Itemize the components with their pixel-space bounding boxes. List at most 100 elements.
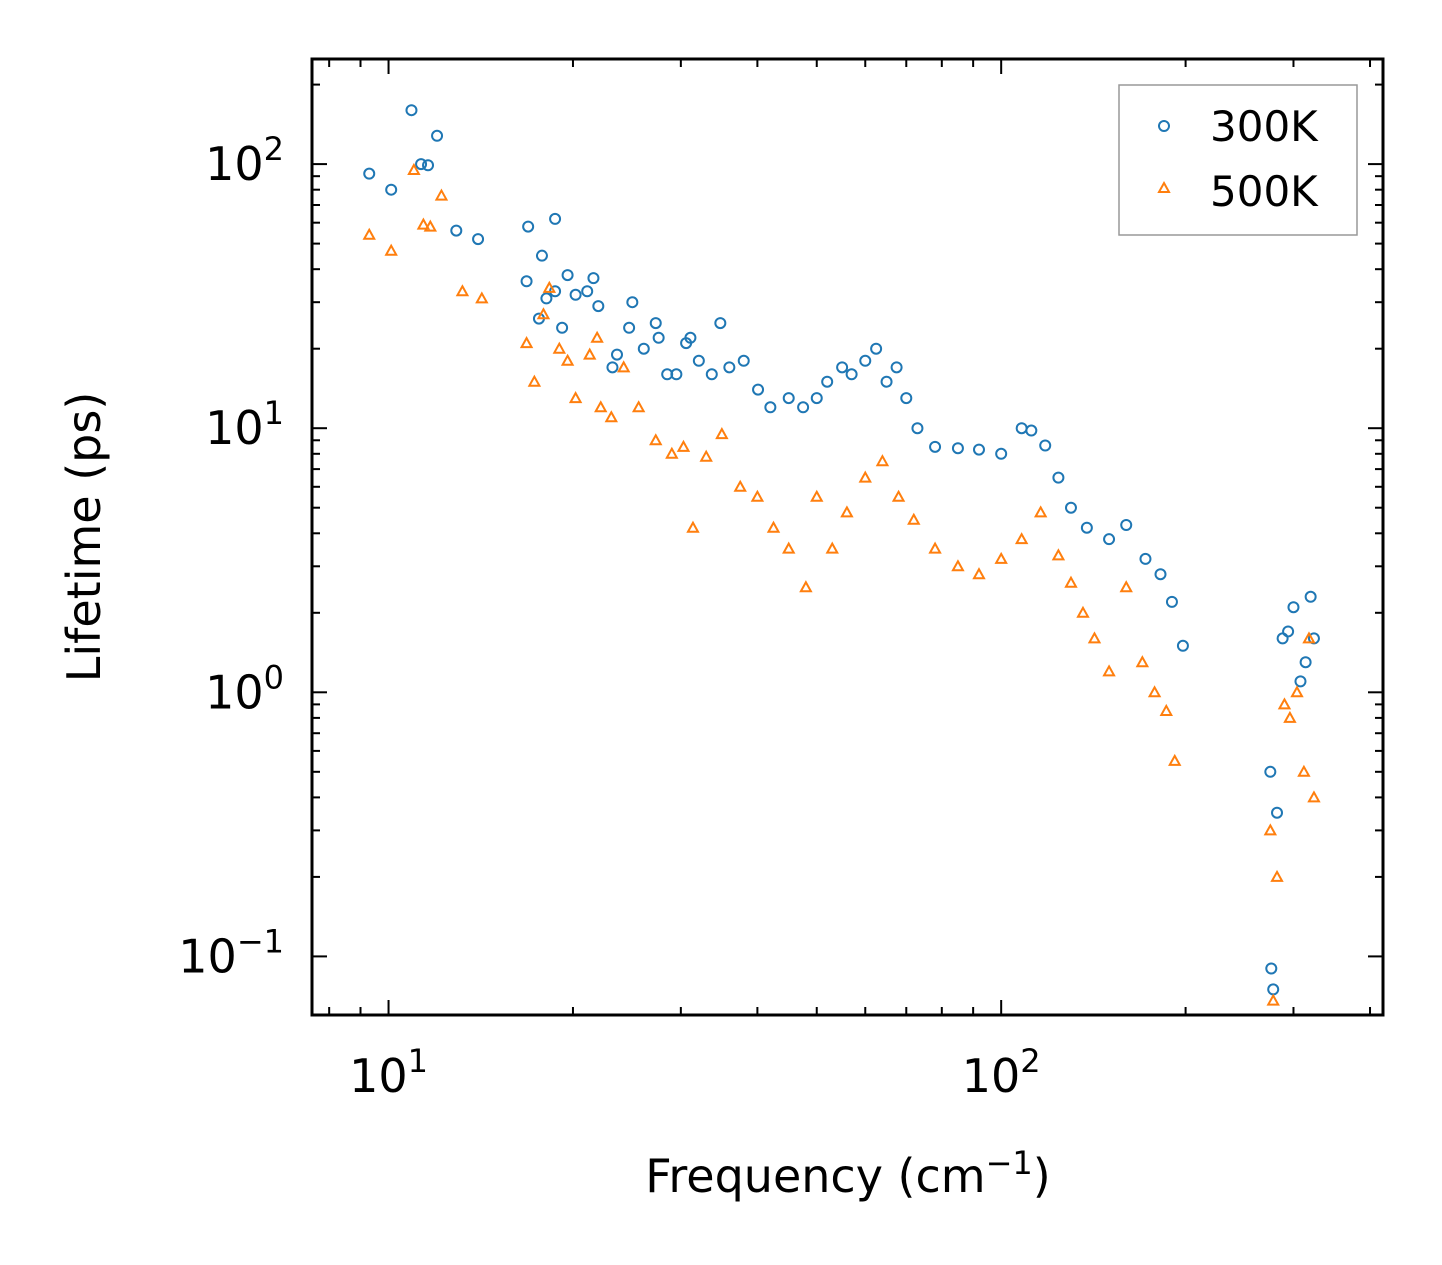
data-point-500k: [616, 360, 631, 373]
legend-box: [1118, 84, 1358, 236]
data-point-300k: [951, 442, 964, 455]
data-point-300k: [1267, 983, 1280, 996]
data-point-500k: [1277, 697, 1292, 710]
data-point-300k: [911, 422, 924, 435]
data-point-300k: [405, 104, 418, 117]
data-point-500k: [891, 489, 906, 502]
data-point-300k: [1080, 521, 1093, 534]
data-point-300k: [1120, 519, 1133, 532]
data-point-500k: [423, 219, 438, 232]
data-point-300k: [652, 331, 665, 344]
data-point-300k: [431, 129, 444, 142]
data-point-300k: [845, 368, 858, 381]
data-point-500k: [1147, 685, 1162, 698]
data-point-500k: [416, 217, 431, 230]
data-point-500k: [907, 512, 921, 525]
data-point-500k: [1297, 764, 1311, 777]
data-point-300k: [535, 249, 548, 262]
data-point-500k: [455, 284, 470, 297]
data-point-300k: [520, 275, 533, 288]
data-point-500k: [840, 505, 854, 518]
data-point-500k: [362, 227, 376, 240]
data-point-300k: [1176, 639, 1189, 652]
data-point-500k: [676, 439, 691, 452]
data-point-500k: [1087, 631, 1102, 644]
data-point-500k: [825, 541, 839, 554]
data-point-300k: [422, 159, 435, 172]
data-point-300k: [1264, 765, 1277, 778]
data-point-500k: [552, 341, 567, 354]
data-point-500k: [536, 307, 551, 320]
x-axis-label: Frequency (cm−1): [645, 1144, 1050, 1203]
data-point-300k: [1287, 601, 1300, 614]
data-point-300k: [705, 368, 718, 381]
data-point-300k: [606, 361, 619, 374]
y-tick-label: 10−1: [178, 922, 284, 983]
data-point-300k: [626, 296, 639, 309]
data-point-500k: [1266, 993, 1280, 1006]
data-point-500k: [1283, 710, 1297, 723]
data-point-300k: [782, 392, 795, 405]
series-300K: [363, 104, 1320, 996]
data-point-500k: [475, 291, 489, 304]
data-point-300k: [929, 440, 942, 453]
data-point-500k: [782, 541, 796, 554]
x-tick-label: 102: [962, 1042, 1041, 1103]
data-point-500k: [766, 520, 781, 533]
data-point-300k: [1165, 595, 1178, 608]
data-point-300k: [561, 269, 574, 282]
y-tick-label: 101: [205, 394, 284, 455]
data-point-300k: [637, 342, 650, 355]
data-point-500k: [1119, 580, 1133, 593]
data-point-500k: [699, 449, 713, 462]
data-point-300k: [810, 392, 823, 405]
data-point-500k: [810, 489, 824, 502]
data-point-500k: [542, 280, 557, 293]
data-point-500k: [1033, 505, 1048, 518]
data-point-300k: [764, 401, 777, 414]
data-point-500k: [928, 541, 942, 554]
axis-ticks: 101 102 10−1 100 101 102: [178, 59, 1383, 1103]
data-point-500k: [1307, 790, 1321, 803]
data-point-500k: [590, 330, 604, 343]
data-point-500k: [1302, 631, 1316, 644]
data-point-300k: [592, 300, 605, 313]
data-point-300k: [1265, 962, 1278, 975]
data-point-500k: [750, 489, 765, 502]
data-point-300k: [890, 361, 903, 374]
data-point-500k: [1064, 575, 1078, 588]
data-point-300k: [995, 447, 1008, 460]
series-500K: [362, 162, 1321, 1006]
data-point-500k: [1102, 664, 1116, 677]
data-point-300k: [797, 401, 810, 414]
data-point-300k: [1276, 632, 1289, 645]
legend-marker-500k: [1157, 180, 1171, 193]
data-point-300k: [1015, 422, 1028, 435]
data-point-300k: [549, 212, 562, 225]
data-point-300k: [1294, 675, 1307, 688]
data-point-300k: [1039, 439, 1052, 452]
data-point-500k: [1290, 685, 1304, 698]
data-point-300k: [623, 321, 636, 334]
data-point-300k: [1304, 590, 1317, 603]
data-point-500k: [407, 162, 421, 175]
data-point-300k: [714, 317, 727, 330]
data-point-300k: [450, 224, 463, 237]
data-point-500k: [594, 400, 608, 413]
data-point-500k: [1159, 703, 1173, 716]
data-point-300k: [415, 158, 428, 171]
data-point-300k: [870, 342, 883, 355]
data-point-300k: [1154, 568, 1167, 581]
data-point-500k: [384, 243, 398, 256]
data-point-300k: [472, 233, 485, 246]
data-point-300k: [569, 288, 582, 301]
data-point-500k: [583, 347, 597, 360]
data-point-500k: [1270, 869, 1284, 882]
data-point-300k: [972, 443, 985, 456]
legend-marker-300k: [1158, 120, 1170, 132]
data-point-300k: [836, 361, 849, 374]
data-point-300k: [587, 272, 600, 285]
data-point-500k: [1051, 548, 1066, 561]
data-point-300k: [1299, 656, 1312, 669]
